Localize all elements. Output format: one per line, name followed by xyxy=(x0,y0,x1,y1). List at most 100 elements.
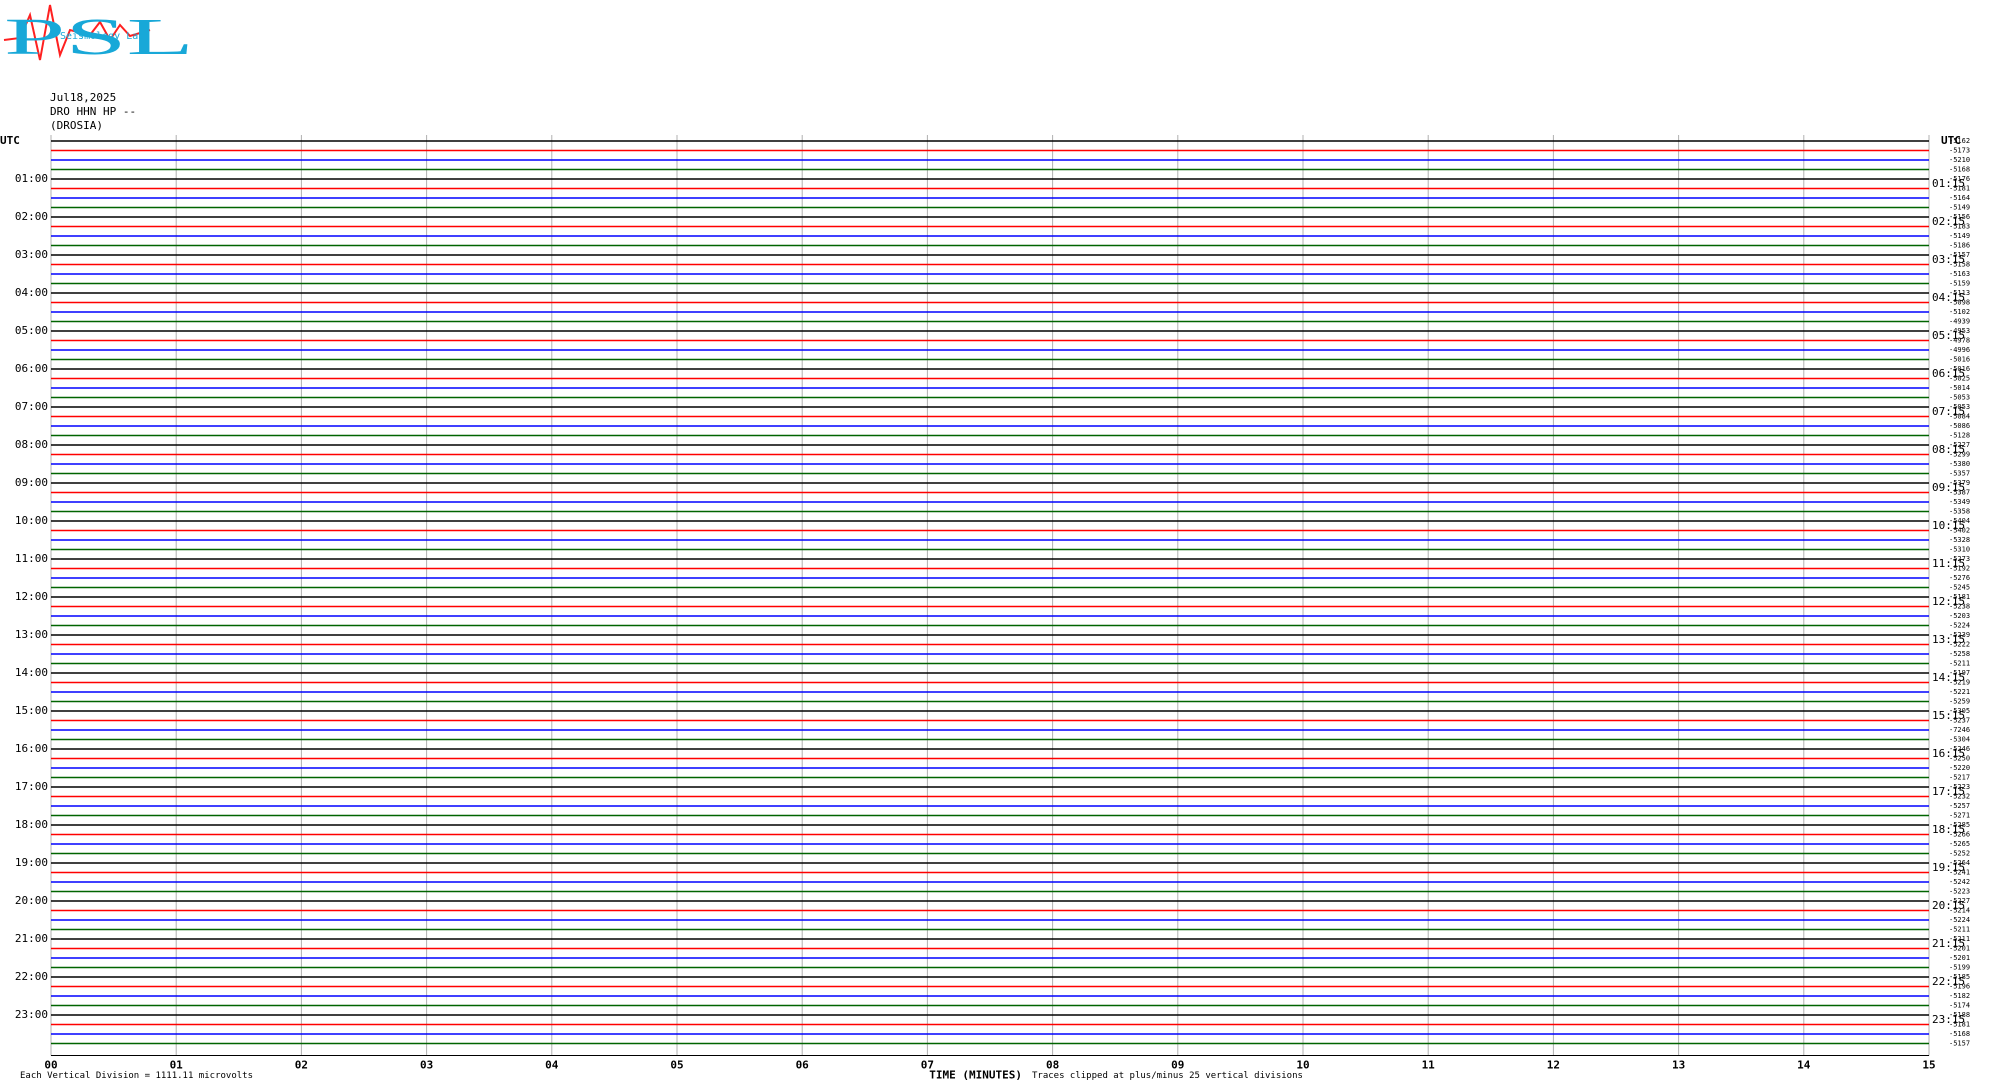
hour-label: 02:00 xyxy=(15,210,48,223)
trace-offset: -5239 xyxy=(1949,631,1970,639)
trace-offset: -5188 xyxy=(1949,1011,1970,1019)
hour-label: 15:00 xyxy=(15,704,48,717)
trace-offset: -5246 xyxy=(1949,745,1970,753)
trace-offset: -5163 xyxy=(1949,270,1970,278)
trace-offset: -5222 xyxy=(1949,641,1970,649)
logo-subtitle: Seismology Lab xyxy=(60,31,144,42)
trace-offset: -5273 xyxy=(1949,555,1970,563)
trace-offset: -5271 xyxy=(1949,812,1970,820)
hour-label: 20:00 xyxy=(15,894,48,907)
hour-label: 23:00 xyxy=(15,1008,48,1021)
trace-offset: -4978 xyxy=(1949,337,1970,345)
trace-offset: -5241 xyxy=(1949,869,1970,877)
trace-offset: -5252 xyxy=(1949,850,1970,858)
trace-offset: -5387 xyxy=(1949,489,1970,497)
trace-offset: -5176 xyxy=(1949,175,1970,183)
trace-offset: -5181 xyxy=(1949,185,1970,193)
hour-label: 10:15 xyxy=(1932,519,1965,532)
hour-label: 01:00 xyxy=(15,172,48,185)
trace-offset: -5102 xyxy=(1949,308,1970,316)
channel: DRO HHN HP -- xyxy=(50,105,136,118)
trace-offset: -5232 xyxy=(1949,793,1970,801)
hour-label: 05:00 xyxy=(15,324,48,337)
trace-offset: -5084 xyxy=(1949,413,1970,421)
trace-offset: -5304 xyxy=(1949,736,1970,744)
trace-offset: -5328 xyxy=(1949,536,1970,544)
trace-offset: -5086 xyxy=(1949,422,1970,430)
trace-offset: -5299 xyxy=(1949,451,1970,459)
trace-offset: -5149 xyxy=(1949,232,1970,240)
x-tick-label: 08 xyxy=(1046,1059,1059,1072)
hour-label: 03:00 xyxy=(15,248,48,261)
trace-offset: -5183 xyxy=(1949,223,1970,231)
trace-offset: -5203 xyxy=(1949,612,1970,620)
trace-offset: -5014 xyxy=(1949,384,1970,392)
hour-label: 08:15 xyxy=(1932,443,1965,456)
trace-offset: -5201 xyxy=(1949,954,1970,962)
trace-offset: -5128 xyxy=(1949,432,1970,440)
trace-offset: -4953 xyxy=(1949,327,1970,335)
trace-offset: -5217 xyxy=(1949,774,1970,782)
x-tick-label: 12 xyxy=(1547,1059,1560,1072)
trace-offset: -5185 xyxy=(1949,973,1970,981)
trace-offset: -4939 xyxy=(1949,318,1970,326)
hour-label: 09:15 xyxy=(1932,481,1965,494)
trace-offset: -5223 xyxy=(1949,783,1970,791)
trace-offset: -5182 xyxy=(1949,992,1970,1000)
trace-offset: -5265 xyxy=(1949,840,1970,848)
footer-right: Traces clipped at plus/minus 25 vertical… xyxy=(1032,1071,1303,1080)
left-axis-title: UTC xyxy=(0,134,20,147)
hour-label: 04:15 xyxy=(1932,291,1965,304)
hour-label: 08:00 xyxy=(15,438,48,451)
trace-offset: -5164 xyxy=(1949,194,1970,202)
hour-label: 19:15 xyxy=(1932,861,1965,874)
trace-offset: -5237 xyxy=(1949,717,1970,725)
trace-offset: -5245 xyxy=(1949,584,1970,592)
x-tick-label: 13 xyxy=(1672,1059,1685,1072)
date: Jul18,2025 xyxy=(50,91,116,104)
hour-label: 05:15 xyxy=(1932,329,1965,342)
trace-offset: -5157 xyxy=(1949,251,1970,259)
hour-label: 14:15 xyxy=(1932,671,1965,684)
right-axis-title: UTC xyxy=(1941,134,1961,147)
trace-offset: -4996 xyxy=(1949,346,1970,354)
trace-offset: -5310 xyxy=(1949,546,1970,554)
hour-label: 22:00 xyxy=(15,970,48,983)
x-tick-label: 02 xyxy=(295,1059,308,1072)
trace-offset: -5168 xyxy=(1949,1030,1970,1038)
trace-offset: -5402 xyxy=(1949,527,1970,535)
trace-offset: -5168 xyxy=(1949,166,1970,174)
hour-label: 06:15 xyxy=(1932,367,1965,380)
trace-offset: -5404 xyxy=(1949,517,1970,525)
trace-offset: -5211 xyxy=(1949,926,1970,934)
hour-label: 03:15 xyxy=(1932,253,1965,266)
trace-offset: -5224 xyxy=(1949,916,1970,924)
x-tick-label: 09 xyxy=(1171,1059,1184,1072)
x-tick-label: 00 xyxy=(44,1059,57,1072)
hour-label: 10:00 xyxy=(15,514,48,527)
hour-label: 11:15 xyxy=(1932,557,1965,570)
x-tick-label: 03 xyxy=(420,1059,433,1072)
trace-offset: -5174 xyxy=(1949,1002,1970,1010)
hour-label: 04:00 xyxy=(15,286,48,299)
trace-offset: -5357 xyxy=(1949,470,1970,478)
hour-label: 07:00 xyxy=(15,400,48,413)
trace-offset: -5186 xyxy=(1949,242,1970,250)
x-axis-title: TIME (MINUTES) xyxy=(929,1069,1022,1080)
trace-offset: -5380 xyxy=(1949,460,1970,468)
trace-offset: -7246 xyxy=(1949,726,1970,734)
trace-offset: -5220 xyxy=(1949,764,1970,772)
trace-offset: -5227 xyxy=(1949,897,1970,905)
x-tick-label: 10 xyxy=(1296,1059,1309,1072)
trace-offset: -5211 xyxy=(1949,935,1970,943)
trace-offset: -5285 xyxy=(1949,821,1970,829)
hour-label: 19:00 xyxy=(15,856,48,869)
trace-offset: -5276 xyxy=(1949,574,1970,582)
hour-label: 06:00 xyxy=(15,362,48,375)
hour-label: 12:00 xyxy=(15,590,48,603)
hour-label: 18:00 xyxy=(15,818,48,831)
trace-offset: -5266 xyxy=(1949,831,1970,839)
trace-offset: -5219 xyxy=(1949,679,1970,687)
trace-offset: -5238 xyxy=(1949,603,1970,611)
